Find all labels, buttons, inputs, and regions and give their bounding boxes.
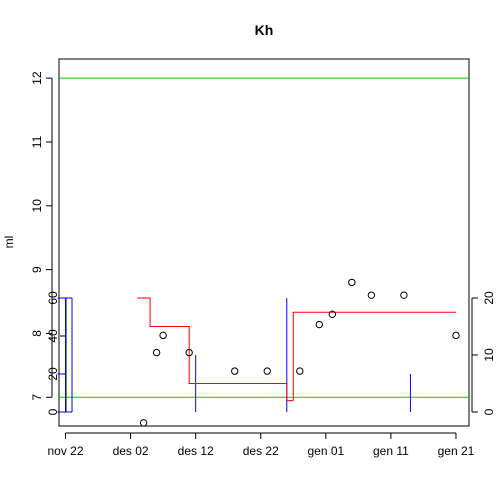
red-step-polyline [137,297,456,402]
right-tick-label-0: 0 [482,408,496,415]
y-tick-label-2: 9 [30,266,44,273]
y-tick-label-0: 7 [30,394,44,401]
secondary-left-axis: 0 20 40 60 [46,291,67,415]
secondary-left-tick-label-1: 20 [46,367,60,381]
data-point-8 [328,310,337,319]
data-point-9 [348,278,356,287]
x-tick-label-3: des 22 [243,444,279,458]
data-point-3 [185,348,193,357]
data-point-10 [367,291,376,299]
x-tick-label-2: des 12 [178,444,214,458]
red-step-line [137,297,456,402]
data-point-12 [452,331,460,340]
plot-frame [58,58,470,427]
data-point-5 [263,367,271,375]
data-point-0 [139,419,148,427]
data-point-6 [296,367,304,375]
x-tick-label-1: des 02 [113,444,149,458]
y-tick-label-3: 10 [30,199,44,213]
x-tick-label-0: nov 22 [47,444,83,458]
y-tick-label-5: 12 [30,71,44,85]
data-point-7 [315,320,324,329]
data-point-1 [152,348,161,357]
y-tick-label-1: 8 [30,330,44,337]
y-axis-label: ml [2,236,16,249]
data-point-2 [159,331,167,340]
secondary-left-tick-label-3: 60 [46,291,60,305]
right-axis: 0 10 20 [471,291,496,415]
data-points [139,278,460,427]
x-tick-label-5: gen 11 [373,444,409,458]
reference-lines [59,77,469,398]
right-tick-label-2: 20 [482,291,496,305]
secondary-left-tick-label-0: 0 [46,408,60,415]
y-tick-label-4: 11 [30,135,44,148]
data-point-11 [400,291,408,299]
y-axis: 7 8 9 10 11 12 [30,71,53,401]
blue-bars [57,297,411,413]
chart-title: Kh [255,22,274,38]
right-tick-label-1: 10 [482,348,496,362]
x-tick-label-4: gen 01 [307,444,344,458]
x-tick-label-6: gen 21 [438,444,475,458]
secondary-left-tick-label-2: 40 [46,329,60,343]
x-axis: nov 22 des 02 des 12 des 22 gen 01 gen 11 gen … [47,432,475,458]
data-point-4 [231,367,239,375]
